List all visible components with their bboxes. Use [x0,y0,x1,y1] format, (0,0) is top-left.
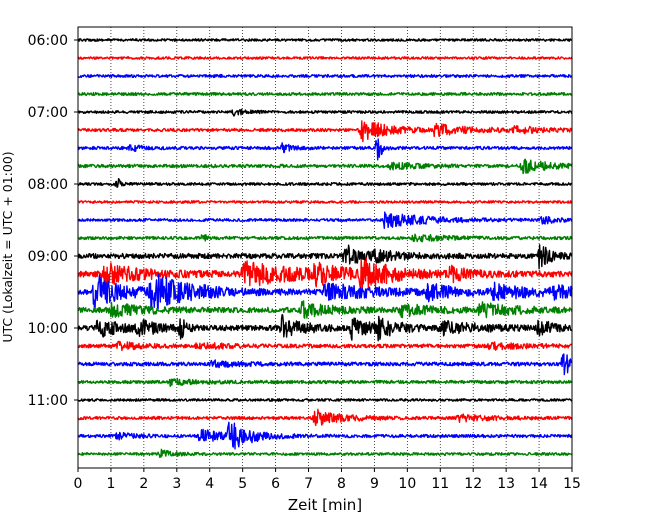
trace-0615 [77,56,573,60]
x-tick-label: 2 [139,476,148,492]
x-tick-label: 9 [370,476,379,492]
x-tick-label: 13 [497,476,515,492]
trace-0700 [77,108,573,117]
trace-1115 [77,408,573,427]
x-tick-label: 0 [74,476,83,492]
trace-1045 [77,377,573,387]
x-tick-label: 6 [271,476,280,492]
x-tick-label: 10 [398,476,416,492]
x-tick-label: 15 [563,476,581,492]
y-tick-label: 11:00 [28,393,68,409]
y-axis-label: UTC (Lokalzeit = UTC + 01:00) [0,151,15,342]
x-tick-label: 8 [337,476,346,492]
trace-0845 [77,233,573,243]
trace-0645 [77,91,573,97]
y-tick-label: 10:00 [28,321,68,337]
trace-1145 [77,448,573,458]
x-tick-label: 7 [304,476,313,492]
trace-0815 [77,200,573,204]
y-axis-ticks: 06:00 07:00 08:00 09:00 10:00 11:00 [28,33,78,409]
x-tick-label: 3 [172,476,181,492]
x-tick-label: 5 [238,476,247,492]
trace-0945 [77,300,573,319]
x-tick-label: 12 [464,476,482,492]
trace-0715 [77,120,573,143]
trace-0915 [77,257,573,290]
plot-frame [77,26,573,469]
trace-1030 [77,353,573,376]
trace-group [77,38,573,458]
trace-0930 [77,273,573,312]
y-tick-label: 06:00 [28,33,68,49]
y-tick-label: 08:00 [28,177,68,193]
trace-0900 [77,244,573,270]
x-tick-label: 1 [106,476,115,492]
trace-1015 [77,340,573,352]
trace-0800 [77,178,573,188]
y-tick-label: 07:00 [28,105,68,121]
trace-1000 [77,313,573,342]
trace-0745 [77,158,573,175]
x-tick-label: 11 [431,476,449,492]
trace-0630 [77,73,573,79]
x-tick-label: 4 [205,476,214,492]
x-tick-label: 14 [530,476,548,492]
trace-0730 [77,138,573,161]
y-tick-label: 09:00 [28,249,68,265]
trace-0600 [77,38,573,42]
x-axis-label: Zeit [min] [288,496,362,514]
trace-1100 [77,398,573,402]
trace-1130 [77,421,573,450]
trace-0830 [77,211,573,229]
x-axis-ticks: 0 1 2 3 4 5 6 7 8 9 10 11 12 13 14 15 [74,468,581,492]
